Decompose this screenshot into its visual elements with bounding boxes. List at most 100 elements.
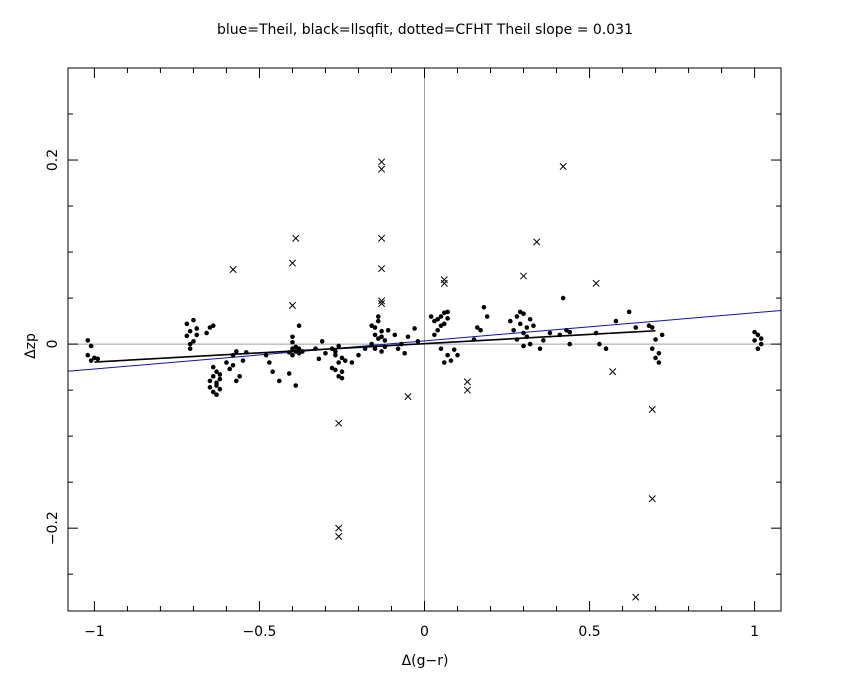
data-point [187,346,193,352]
rejected-point [648,405,656,413]
data-point [399,341,404,347]
data-point [217,386,223,392]
reference-lines [68,68,781,611]
data-point [333,367,338,373]
data-point [276,378,282,384]
chart-title: blue=Theil, black=llsqfit, dotted=CFHT T… [217,22,633,38]
rejected-point [378,300,386,308]
data-point [210,374,216,379]
data-point [293,383,299,388]
data-point [451,347,457,352]
data-point [392,332,398,338]
data-point [435,316,441,322]
rejected-point [335,524,343,532]
data-point [342,358,348,363]
x-tick-label: 0 [420,624,429,640]
data-point [508,318,513,324]
data-point [478,327,483,333]
data-point [557,332,563,338]
data-point [412,326,417,331]
cross-stroke [378,265,386,273]
rejected-point [609,368,617,376]
rejected-point [335,532,343,541]
data-point [442,360,447,365]
data-point [514,337,520,342]
rejected-point [229,266,237,274]
data-point [527,316,533,322]
data-point [88,343,94,349]
data-point [313,346,318,352]
y-axis-label: Δzp [23,333,39,359]
data-point [758,336,764,341]
cross-stroke [378,297,386,305]
cross-stroke [292,234,300,242]
rejected-point [592,279,600,287]
data-point [191,339,196,344]
data-point [290,339,295,345]
data-point [230,362,236,368]
data-point [511,327,516,333]
y-tick-label: 0 [45,340,61,349]
data-point [85,338,91,343]
data-point [372,332,378,338]
data-point [362,346,368,352]
data-point [442,321,447,327]
data-point [184,321,190,327]
data-point [333,349,338,354]
data-point [316,356,322,362]
data-point [224,360,229,365]
y-axis: −0.2 0 0.2 [45,67,781,575]
cross-stroke [533,238,541,246]
data-point [560,295,566,301]
data-point [356,352,361,358]
x-axis-label: Δ(g−r) [402,653,449,669]
data-point [85,352,91,358]
cross-stroke [463,386,471,394]
cross-stroke [335,532,343,541]
data-point [227,366,233,372]
data-point [455,352,460,358]
data-point [286,371,292,376]
data-point [445,352,450,358]
data-point [207,378,213,384]
data-point [435,327,441,333]
cross-stroke [288,301,297,310]
cross-stroke [463,378,471,386]
data-point [445,309,450,315]
cross-stroke [378,234,386,242]
data-point [375,318,381,324]
data-point [237,374,242,379]
cross-stroke [335,524,343,532]
data-point [475,325,480,330]
data-point [230,352,236,358]
x-tick-label: 0.5 [578,624,600,640]
data-point [379,334,384,340]
data-point [567,329,573,335]
data-point [448,358,454,363]
data-point [613,318,619,324]
data-point [531,323,536,328]
data-points [85,158,764,601]
data-point [471,337,477,342]
data-point [375,314,381,319]
rejected-point [288,259,297,267]
data-point [521,343,526,349]
rejected-point [404,393,412,401]
x-tick-label: −1 [84,624,105,640]
data-point [323,351,328,356]
cross-stroke [609,368,617,376]
data-point [372,346,378,352]
cross-stroke [440,279,448,287]
data-point [541,338,546,343]
data-point [286,350,292,355]
data-point [752,329,757,335]
data-point [649,346,655,352]
data-point [214,392,219,398]
fit-line-llsqfit [94,329,656,363]
rejected-point [463,386,471,394]
cross-stroke [378,158,386,166]
rejected-point [292,234,300,242]
rejected-point [463,378,471,386]
data-point [290,334,295,340]
data-point [329,346,335,352]
